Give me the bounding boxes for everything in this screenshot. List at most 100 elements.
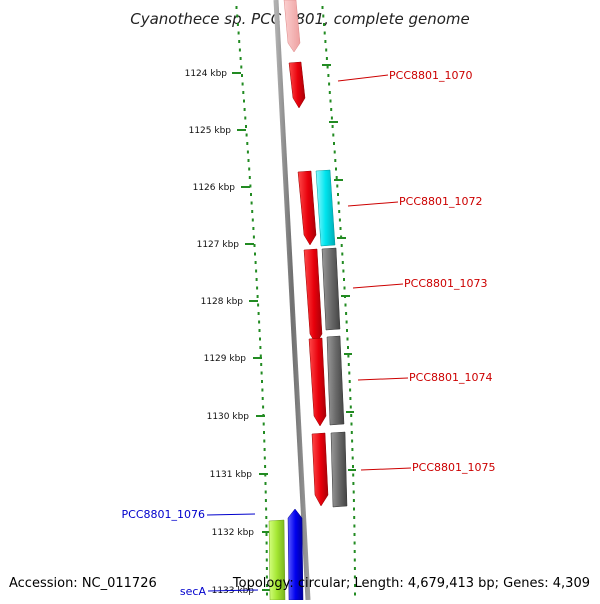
- track-dot: [248, 167, 251, 171]
- track-dot: [243, 99, 245, 103]
- track-dot: [337, 201, 340, 205]
- genome-summary-text: Topology: circular; Length: 4,679,413 bp…: [232, 576, 590, 591]
- track-dot: [347, 363, 350, 366]
- track-dot: [237, 31, 240, 35]
- track-dot: [254, 261, 257, 264]
- track-dot: [324, 40, 327, 43]
- tick-label: 1126 kbp: [193, 183, 236, 193]
- track-dot: [336, 184, 339, 188]
- track-dot: [323, 31, 326, 35]
- gene-feature-pcc8801-1074[interactable]: [308, 337, 327, 427]
- track-dot: [245, 125, 247, 128]
- track-dot: [351, 439, 354, 443]
- track-dot: [353, 541, 356, 545]
- track-dot: [352, 499, 355, 502]
- gene-label-pcc8801-1073[interactable]: PCC8801_1073: [404, 277, 487, 290]
- track-dot: [350, 431, 353, 434]
- gene-feature-seca[interactable]: [287, 508, 304, 601]
- track-dot: [250, 201, 253, 205]
- track-dot: [256, 295, 259, 298]
- track-dot: [257, 303, 260, 307]
- track-dot: [354, 592, 356, 596]
- track-dot: [352, 490, 355, 494]
- track-dot: [240, 65, 243, 69]
- track-dot: [322, 14, 325, 18]
- track-dot: [265, 524, 268, 528]
- track-dot: [343, 286, 346, 290]
- gene-label-pcc8801-1074[interactable]: PCC8801_1074: [409, 371, 492, 384]
- track-dot: [246, 142, 249, 145]
- gene-feature-pcc8801-1072[interactable]: [297, 170, 317, 246]
- track-dot: [255, 269, 258, 273]
- track-dot: [350, 422, 353, 426]
- track-dot: [352, 473, 355, 477]
- gene-features: [268, 0, 348, 601]
- track-dot: [259, 346, 262, 349]
- track-dot: [257, 312, 260, 315]
- gene-label-seca[interactable]: secA: [180, 585, 207, 598]
- tick-label: 1130 kbp: [207, 412, 250, 422]
- rna-feature-cyan[interactable]: [315, 169, 336, 247]
- track-dot: [344, 303, 347, 307]
- gene-feature-pcc8801-1070[interactable]: [288, 61, 306, 109]
- track-dot: [239, 57, 242, 60]
- track-dot: [263, 431, 265, 434]
- track-dot: [263, 448, 266, 451]
- hit-feature-gray-3[interactable]: [330, 431, 348, 508]
- gene-feature-pcc8801-1075[interactable]: [311, 432, 329, 507]
- gene-label-pcc8801-1075[interactable]: PCC8801_1075: [412, 461, 495, 474]
- track-dot: [353, 567, 356, 570]
- track-dot: [265, 541, 268, 545]
- track-dot: [242, 91, 245, 94]
- hit-feature-gray-2[interactable]: [326, 335, 345, 426]
- track-dot: [335, 167, 337, 171]
- track-dot: [323, 23, 325, 26]
- track-dot: [327, 74, 330, 77]
- track-dot: [245, 133, 248, 137]
- track-dot: [329, 99, 332, 103]
- track-dot: [340, 244, 343, 247]
- track-dot: [263, 456, 266, 460]
- track-dot: [266, 584, 268, 587]
- track-dot: [261, 388, 264, 392]
- tick-label: 1125 kbp: [189, 126, 232, 136]
- track-dot: [264, 465, 267, 468]
- gene-feature-faded[interactable]: [283, 0, 301, 53]
- track-dot: [343, 278, 345, 281]
- track-dot: [353, 516, 356, 519]
- track-dot: [354, 584, 356, 587]
- gene-label-pcc8801-1076[interactable]: PCC8801_1076: [122, 508, 205, 521]
- track-dot: [236, 14, 239, 18]
- track-dot: [321, 6, 324, 9]
- genome-backbone: [273, 0, 311, 601]
- track-dot: [353, 507, 355, 511]
- tick-label: 1132 kbp: [212, 528, 255, 538]
- gene-feature-pcc8801-1073[interactable]: [303, 248, 323, 345]
- track-dot: [252, 235, 255, 239]
- track-dot: [328, 91, 331, 94]
- track-dot: [341, 261, 344, 264]
- gene-label-pcc8801-1070[interactable]: PCC8801_1070: [389, 69, 472, 82]
- track-dot: [352, 465, 354, 468]
- track-dot: [265, 567, 268, 570]
- track-dot: [238, 48, 241, 52]
- track-dot: [334, 159, 337, 162]
- track-dot: [351, 448, 354, 451]
- track-dot: [352, 482, 355, 485]
- track-dot: [262, 405, 265, 409]
- track-dot: [347, 354, 350, 358]
- track-dot: [249, 184, 252, 188]
- track-dot: [328, 82, 331, 86]
- track-dot: [337, 193, 339, 196]
- track-dot: [251, 218, 254, 222]
- gene-label-pcc8801-1072[interactable]: PCC8801_1072: [399, 195, 482, 208]
- track-dot: [330, 116, 333, 120]
- track-dot: [325, 57, 328, 60]
- track-dot: [335, 176, 338, 179]
- track-dot: [244, 116, 247, 120]
- track-dot: [349, 397, 352, 400]
- hit-feature-gray-1[interactable]: [321, 247, 341, 331]
- track-dot: [353, 550, 356, 553]
